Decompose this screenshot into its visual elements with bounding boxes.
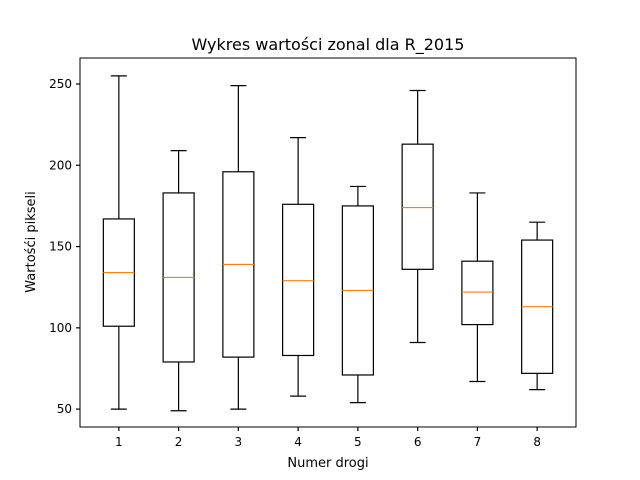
y-tick-label: 100 (49, 321, 72, 335)
box-iqr (282, 203, 315, 357)
y-tick-label: 250 (49, 77, 72, 91)
x-tick-label: 3 (235, 435, 243, 449)
x-axis-label: Numer drogi (287, 456, 368, 471)
x-tick-label: 7 (474, 435, 482, 449)
plot-frame (79, 57, 577, 428)
x-tick-label: 6 (414, 435, 422, 449)
y-tick-label: 50 (57, 402, 72, 416)
y-tick-label: 150 (49, 240, 72, 254)
plot-area: 50 100 150 200 250 1 2 3 4 5 6 7 8 (49, 75, 554, 449)
x-tick-label: 2 (175, 435, 183, 449)
y-axis-label: Wartośći pikseli (24, 191, 39, 292)
x-tick-label: 1 (115, 435, 123, 449)
chart-title: Wykres wartości zonal dla R_2015 (192, 35, 465, 55)
y-tick-label: 200 (49, 158, 72, 172)
box-iqr (461, 260, 494, 326)
x-tick-label: 8 (533, 435, 541, 449)
x-tick-label: 4 (294, 435, 302, 449)
x-tick-label: 5 (354, 435, 362, 449)
box-iqr (401, 143, 434, 270)
